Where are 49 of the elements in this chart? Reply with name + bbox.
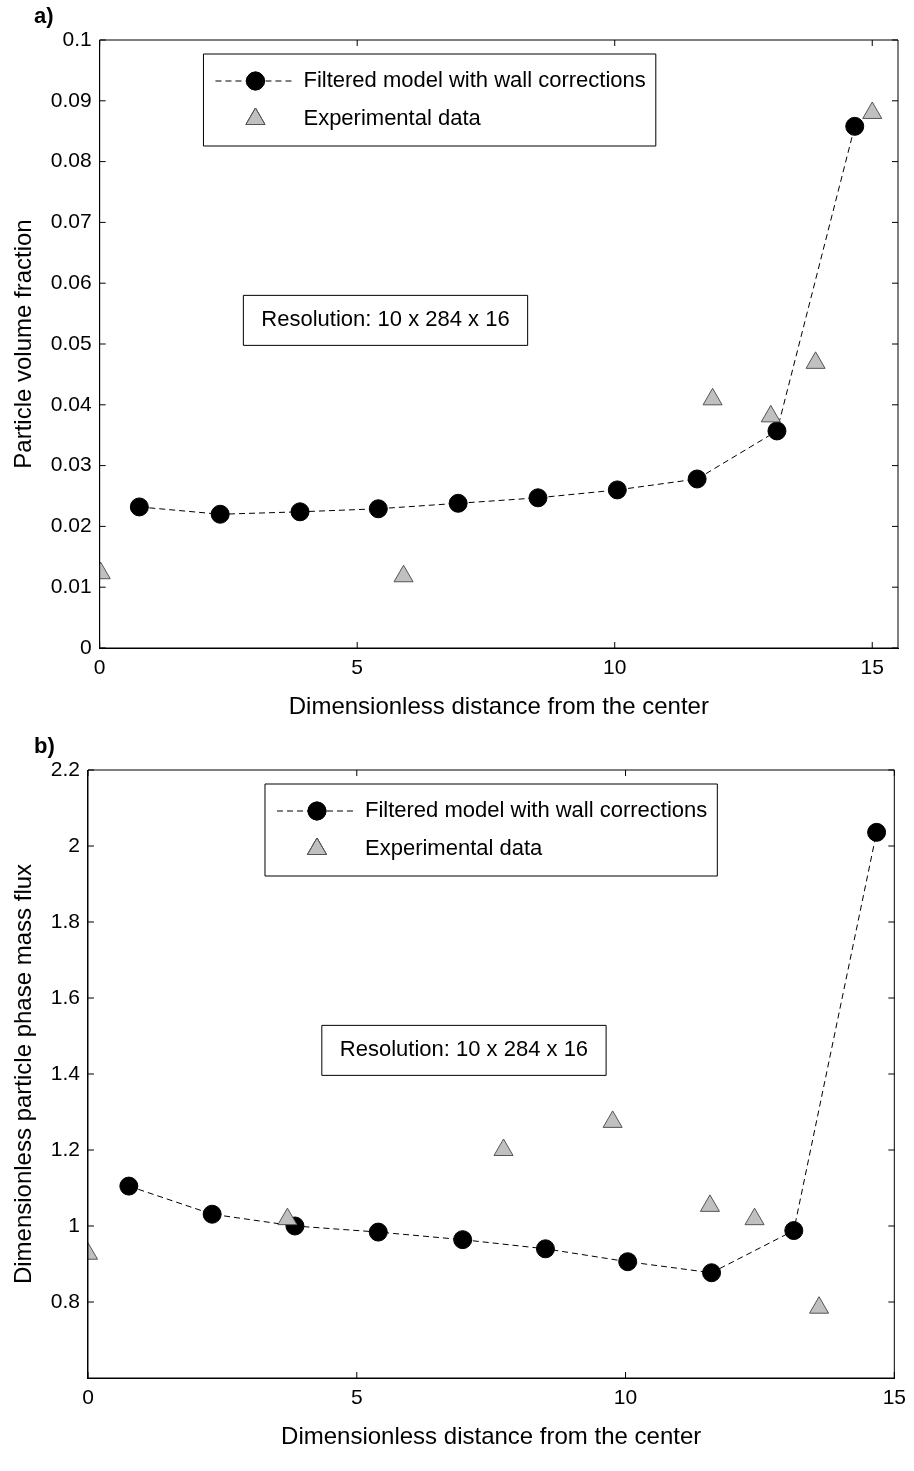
point bbox=[687, 469, 707, 489]
y-tick-label: 1.8 bbox=[50, 908, 80, 932]
y-axis-title: Particle volume fraction bbox=[9, 219, 37, 469]
point bbox=[290, 502, 310, 522]
point bbox=[129, 497, 149, 517]
point bbox=[368, 499, 388, 519]
y-tick-label: 1.4 bbox=[50, 1060, 81, 1084]
y-tick-label: 0 bbox=[79, 634, 92, 658]
y-tick-label: 0.05 bbox=[50, 330, 92, 354]
y-tick-label: 0.04 bbox=[50, 391, 92, 415]
y-tick-label: 2 bbox=[68, 832, 80, 856]
y-tick-label: 0.06 bbox=[50, 270, 92, 293]
legend-label: Filtered model with wall corrections bbox=[364, 797, 708, 823]
chart-title: b) bbox=[34, 733, 55, 759]
annotation: Resolution: 10 x 284 x 16 bbox=[261, 306, 510, 332]
x-tick-label: 15 bbox=[882, 1385, 906, 1409]
y-axis-title: Dimensionless particle phase mass flux bbox=[9, 863, 37, 1285]
x-tick-label: 5 bbox=[350, 1385, 363, 1409]
point bbox=[702, 387, 723, 406]
x-tick-label: 15 bbox=[860, 655, 884, 679]
x-tick-label: 10 bbox=[603, 655, 627, 679]
legend-label: Filtered model with wall corrections bbox=[303, 67, 646, 93]
x-tick-label: 10 bbox=[613, 1385, 638, 1409]
legend-label: Experimental data bbox=[364, 835, 544, 861]
x-axis-title: Dimensionless distance from the center bbox=[288, 692, 709, 720]
legend-label: Experimental data bbox=[303, 105, 482, 131]
y-tick-label: 0.01 bbox=[50, 574, 92, 597]
y-tick-label: 0.09 bbox=[50, 87, 92, 111]
point bbox=[210, 504, 230, 524]
point bbox=[760, 404, 781, 423]
point bbox=[805, 351, 826, 369]
y-tick-label: 1.2 bbox=[50, 1136, 80, 1160]
x-axis-title: Dimensionless distance from the center bbox=[281, 1422, 702, 1450]
point bbox=[448, 493, 468, 513]
y-tick-label: 0.03 bbox=[50, 452, 92, 476]
point bbox=[528, 488, 548, 508]
point bbox=[767, 421, 787, 441]
y-tick-label: 1 bbox=[68, 1212, 80, 1236]
y-tick-label: 0.08 bbox=[50, 148, 92, 172]
point bbox=[862, 101, 883, 119]
y-tick-label: 0.8 bbox=[50, 1288, 80, 1312]
y-tick-label: 1.6 bbox=[50, 984, 80, 1008]
annotation: Resolution: 10 x 284 x 16 bbox=[339, 1036, 589, 1062]
y-tick-label: 0.07 bbox=[50, 209, 92, 233]
y-tick-label: 0.02 bbox=[50, 513, 92, 537]
point bbox=[607, 480, 627, 500]
x-tick-label: 5 bbox=[351, 655, 364, 679]
y-tick-label: 0.1 bbox=[62, 26, 92, 50]
chart-title: a) bbox=[34, 3, 54, 29]
